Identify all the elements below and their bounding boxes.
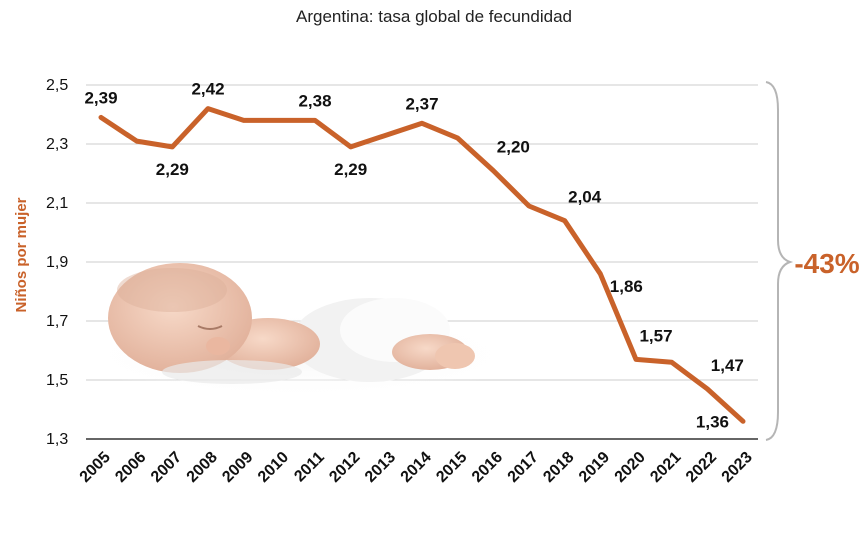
x-tick-label: 2023 xyxy=(719,449,756,486)
x-tick-label: 2015 xyxy=(433,449,470,486)
data-labels: 2,39 2,29 2,42 2,38 2,29 2,37 2,20 2,04 1,86 1,57… xyxy=(84,80,743,432)
range-brace xyxy=(765,81,794,441)
data-label: 2,38 xyxy=(298,91,331,110)
series-group xyxy=(98,106,746,424)
y-axis-label: Niños por mujer xyxy=(13,197,30,312)
y-tick-label: 1,9 xyxy=(46,254,68,271)
data-label: 1,36 xyxy=(696,412,729,431)
x-tick-label: 2022 xyxy=(683,449,720,486)
x-tick-label: 2009 xyxy=(219,449,256,486)
x-tick-label: 2005 xyxy=(77,449,114,486)
x-tick-label: 2019 xyxy=(576,449,613,486)
data-label: 1,47 xyxy=(711,356,744,375)
x-tick-label: 2013 xyxy=(362,449,399,486)
y-tick-label: 2,3 xyxy=(46,136,68,153)
percent-change-annotation: -43% xyxy=(794,248,859,279)
y-tick-label: 1,7 xyxy=(46,313,68,330)
x-tick-label: 2010 xyxy=(255,449,292,486)
data-label: 2,20 xyxy=(497,138,530,157)
y-tick-label: 1,3 xyxy=(46,431,68,448)
x-tick-label: 2021 xyxy=(647,449,684,486)
x-tick-label: 2007 xyxy=(148,449,185,486)
x-tick-label: 2014 xyxy=(398,449,435,486)
data-label: 2,37 xyxy=(405,94,438,113)
x-tick-label: 2018 xyxy=(540,449,577,486)
data-label: 2,29 xyxy=(156,160,189,179)
x-tick-label: 2012 xyxy=(326,449,363,486)
chart-title: Argentina: tasa global de fecundidad xyxy=(296,7,572,26)
x-tick-label: 2008 xyxy=(184,449,221,486)
x-tick-label: 2020 xyxy=(612,449,649,486)
data-label: 2,42 xyxy=(191,80,224,99)
series-line xyxy=(98,106,746,424)
data-label: 2,29 xyxy=(334,160,367,179)
data-label: 1,57 xyxy=(639,326,672,345)
x-tick-label: 2011 xyxy=(291,449,328,486)
y-tick-label: 2,1 xyxy=(46,195,68,212)
y-tick-label: 2,5 xyxy=(46,77,68,94)
x-tick-label: 2006 xyxy=(112,449,149,486)
y-tick-label: 1,5 xyxy=(46,372,68,389)
x-tick-label: 2016 xyxy=(469,449,506,486)
data-label: 2,39 xyxy=(84,88,117,107)
sleeping-baby-image xyxy=(70,263,530,400)
data-label: 2,04 xyxy=(568,188,602,207)
data-label: 1,86 xyxy=(610,277,643,296)
y-axis-ticks: 1,3 1,5 1,7 1,9 2,1 2,3 2,5 xyxy=(46,77,68,448)
x-tick-label: 2017 xyxy=(505,449,542,486)
